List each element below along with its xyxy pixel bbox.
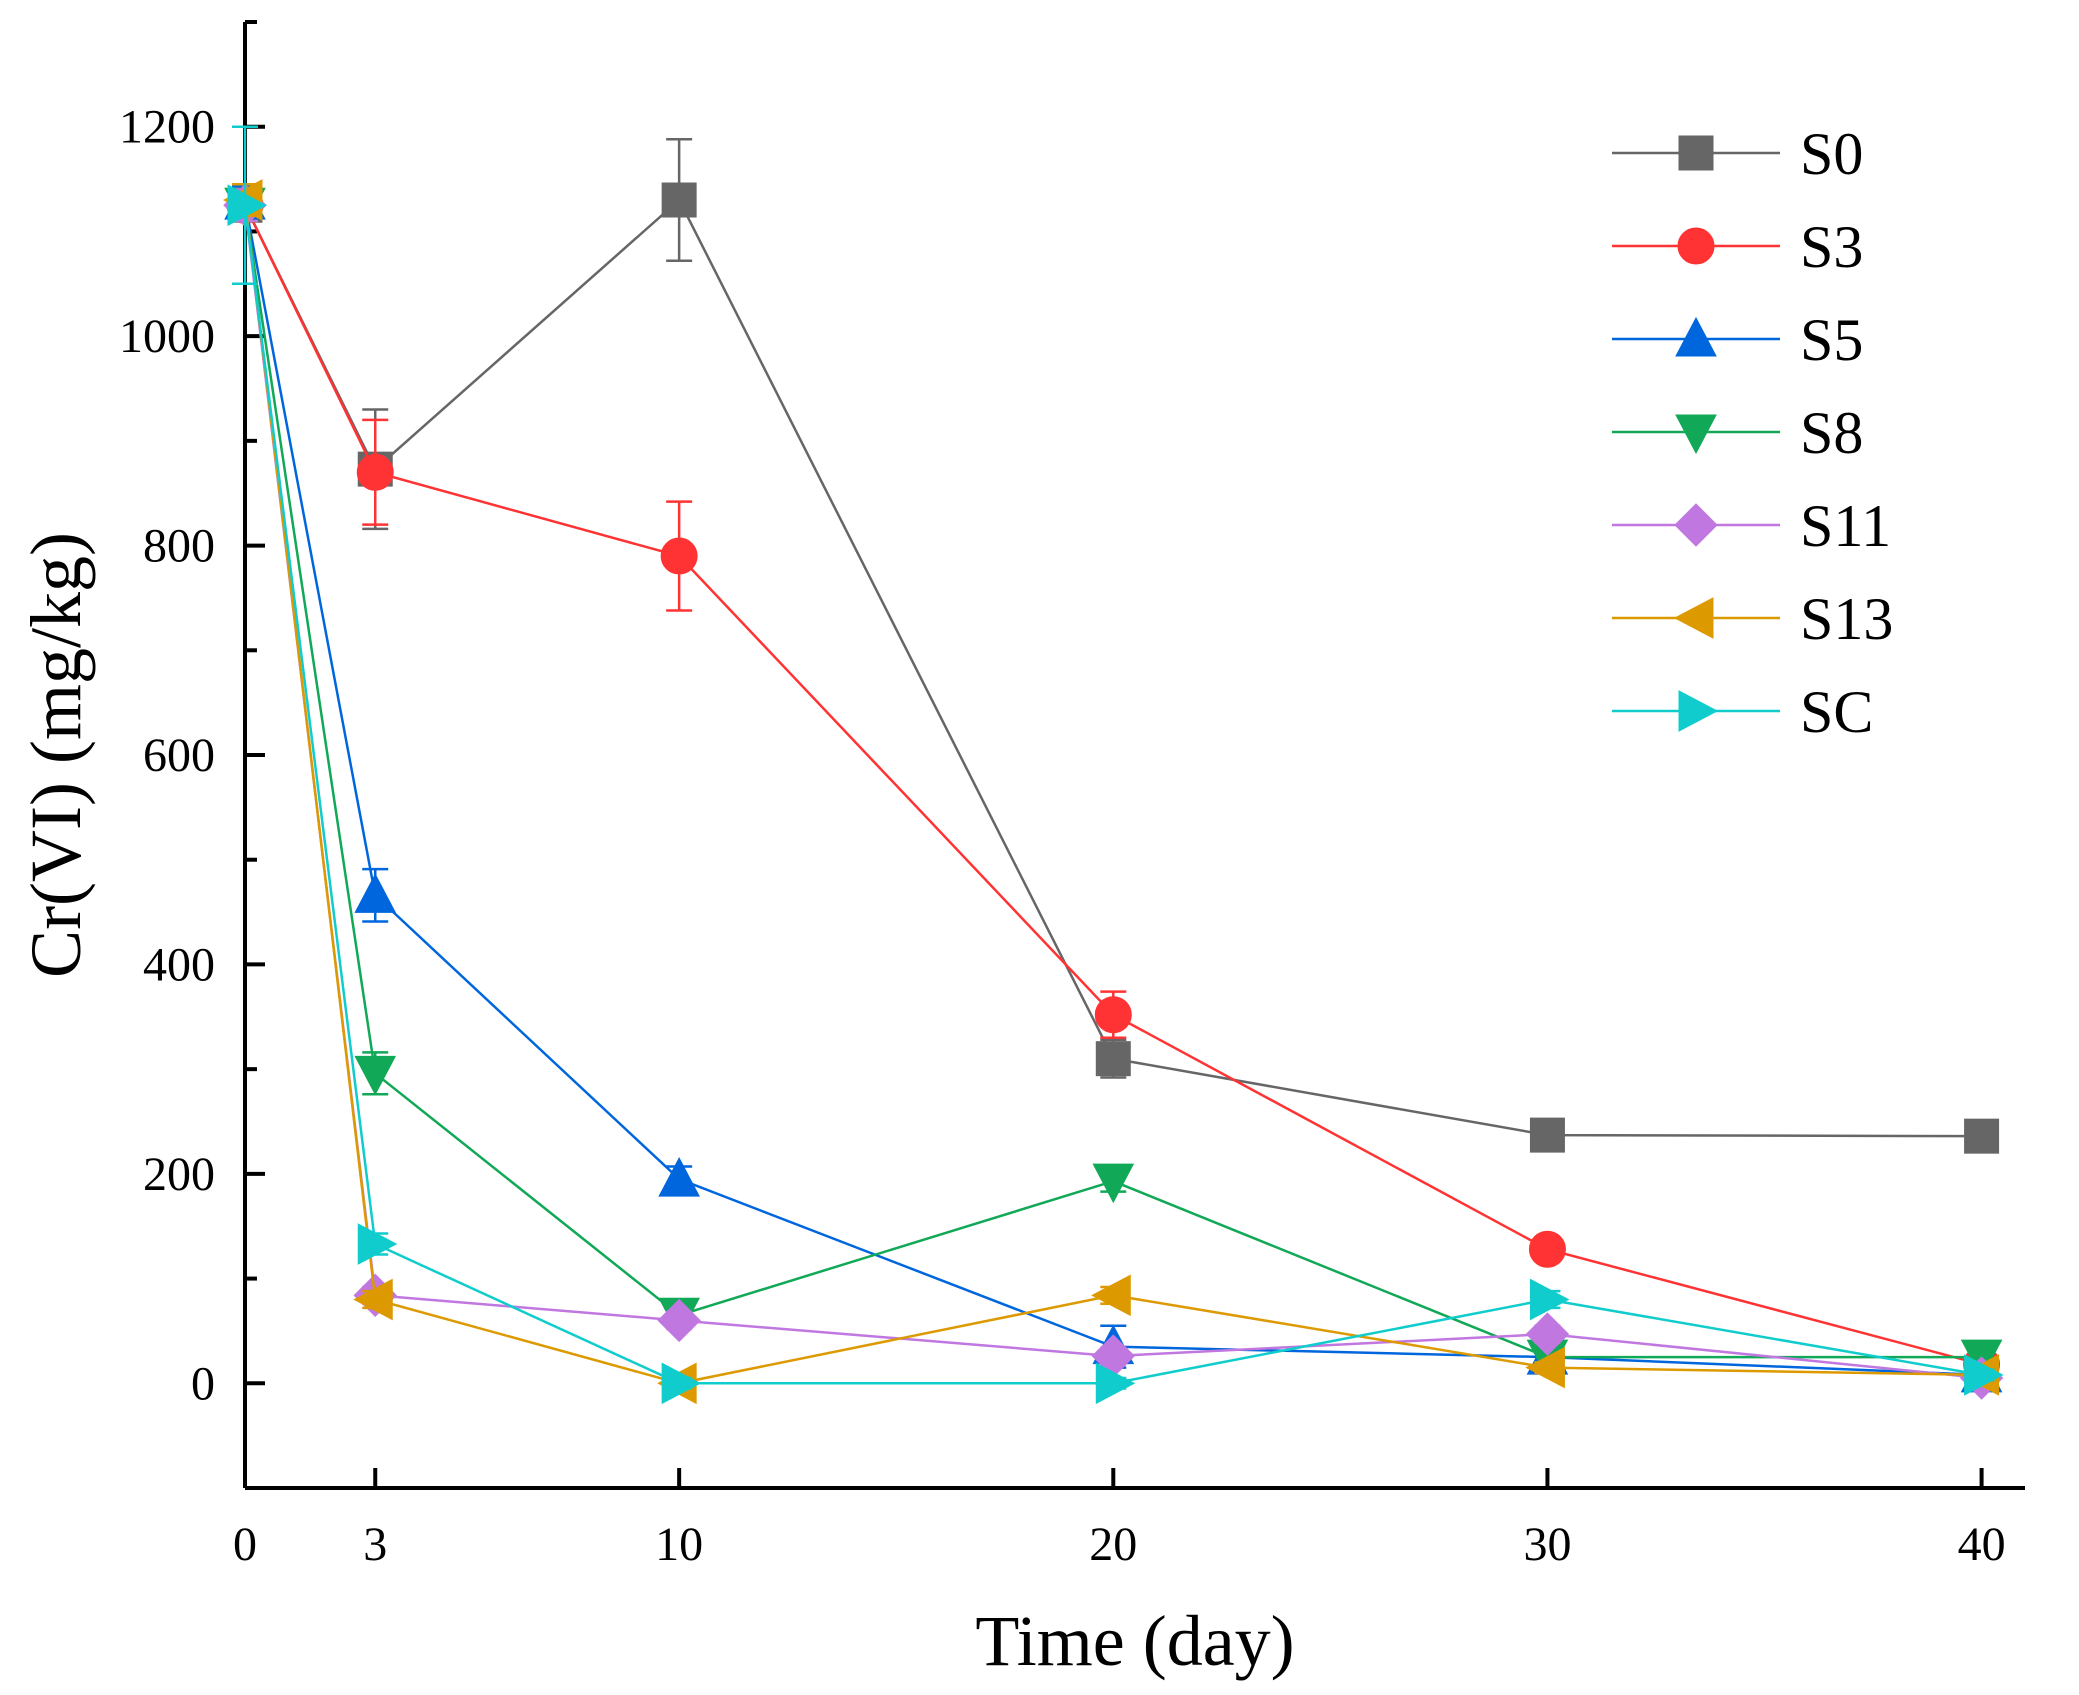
- series-line: [243, 201, 1982, 1377]
- legend-marker: [1674, 503, 1718, 547]
- data-point: [1091, 1274, 1131, 1317]
- y-tick-label: 1000: [119, 310, 215, 363]
- legend-item-s11: S11: [1612, 493, 1891, 559]
- data-point: [660, 537, 698, 575]
- legend-label: S5: [1800, 307, 1863, 373]
- data-point: [354, 873, 397, 913]
- data-point: [1528, 1230, 1566, 1268]
- data-point: [1964, 1118, 2000, 1154]
- legend-item-s5: S5: [1612, 307, 1863, 373]
- legend-marker: [1678, 135, 1714, 171]
- legend-label: SC: [1800, 679, 1873, 745]
- legend: S0 S3 S5 S8 S11 S13 SC: [1612, 121, 1893, 745]
- series-s5: [224, 180, 2003, 1393]
- legend-label: S11: [1800, 493, 1891, 559]
- series-s13: [222, 179, 2000, 1405]
- x-tick-label: 10: [655, 1518, 703, 1571]
- legend-item-s0: S0: [1612, 121, 1863, 187]
- y-tick-label: 200: [143, 1148, 215, 1201]
- series-sc: [227, 125, 2004, 1405]
- series-line: [243, 205, 1982, 1385]
- legend-item-s13: S13: [1612, 586, 1893, 652]
- data-point: [1095, 1041, 1131, 1077]
- series-line: [243, 205, 1982, 1359]
- data-point: [1092, 1163, 1135, 1204]
- legend-marker: [1673, 597, 1714, 639]
- y-axis-title: Cr(VI) (mg/kg): [16, 532, 96, 978]
- data-point: [661, 182, 697, 218]
- y-tick-label: 1200: [119, 101, 215, 154]
- data-point: [1964, 1354, 2004, 1396]
- data-point: [1525, 1312, 1570, 1356]
- x-tick-label: 0: [233, 1518, 257, 1571]
- axes: 0 200 400 600 800 1000 1200 0 3 10 20 30 40: [119, 20, 2025, 1571]
- data-point: [1095, 1362, 1136, 1405]
- data-point: [1094, 996, 1132, 1034]
- data-point: [657, 1298, 701, 1343]
- legend-label: S0: [1800, 121, 1863, 187]
- legend-item-s3: S3: [1612, 214, 1863, 280]
- legend-label: S8: [1800, 400, 1863, 466]
- series-line: [243, 199, 1982, 1385]
- y-tick-label: 0: [191, 1357, 215, 1410]
- legend-marker: [1675, 414, 1717, 455]
- legend-marker: [1677, 227, 1715, 265]
- data-point: [1529, 1278, 1570, 1321]
- legend-marker: [1675, 316, 1717, 357]
- data-point: [354, 1055, 397, 1096]
- legend-marker: [1678, 690, 1719, 732]
- data-point: [1529, 1117, 1565, 1153]
- x-axis-title: Time (day): [975, 1601, 1294, 1681]
- data-point: [1525, 1346, 1565, 1389]
- x-tick-label: 30: [1523, 1518, 1571, 1571]
- legend-label: S13: [1800, 586, 1893, 652]
- y-tick-label: 600: [143, 729, 215, 782]
- x-tick-label: 20: [1089, 1518, 1137, 1571]
- data-point: [353, 1278, 393, 1321]
- y-tick-label: 400: [143, 938, 215, 991]
- data-point: [357, 1223, 398, 1265]
- data-point: [658, 1157, 700, 1197]
- x-tick-label: 40: [1958, 1518, 2006, 1571]
- data-point: [356, 453, 394, 491]
- series-layer: [222, 125, 2004, 1405]
- legend-label: S3: [1800, 214, 1863, 280]
- data-point: [227, 184, 268, 227]
- legend-item-sc: SC: [1612, 679, 1873, 745]
- series-line: [243, 204, 1982, 1366]
- legend-item-s8: S8: [1612, 400, 1863, 466]
- y-tick-label: 800: [143, 520, 215, 573]
- data-point: [661, 1362, 702, 1405]
- x-tick-label: 3: [363, 1518, 387, 1571]
